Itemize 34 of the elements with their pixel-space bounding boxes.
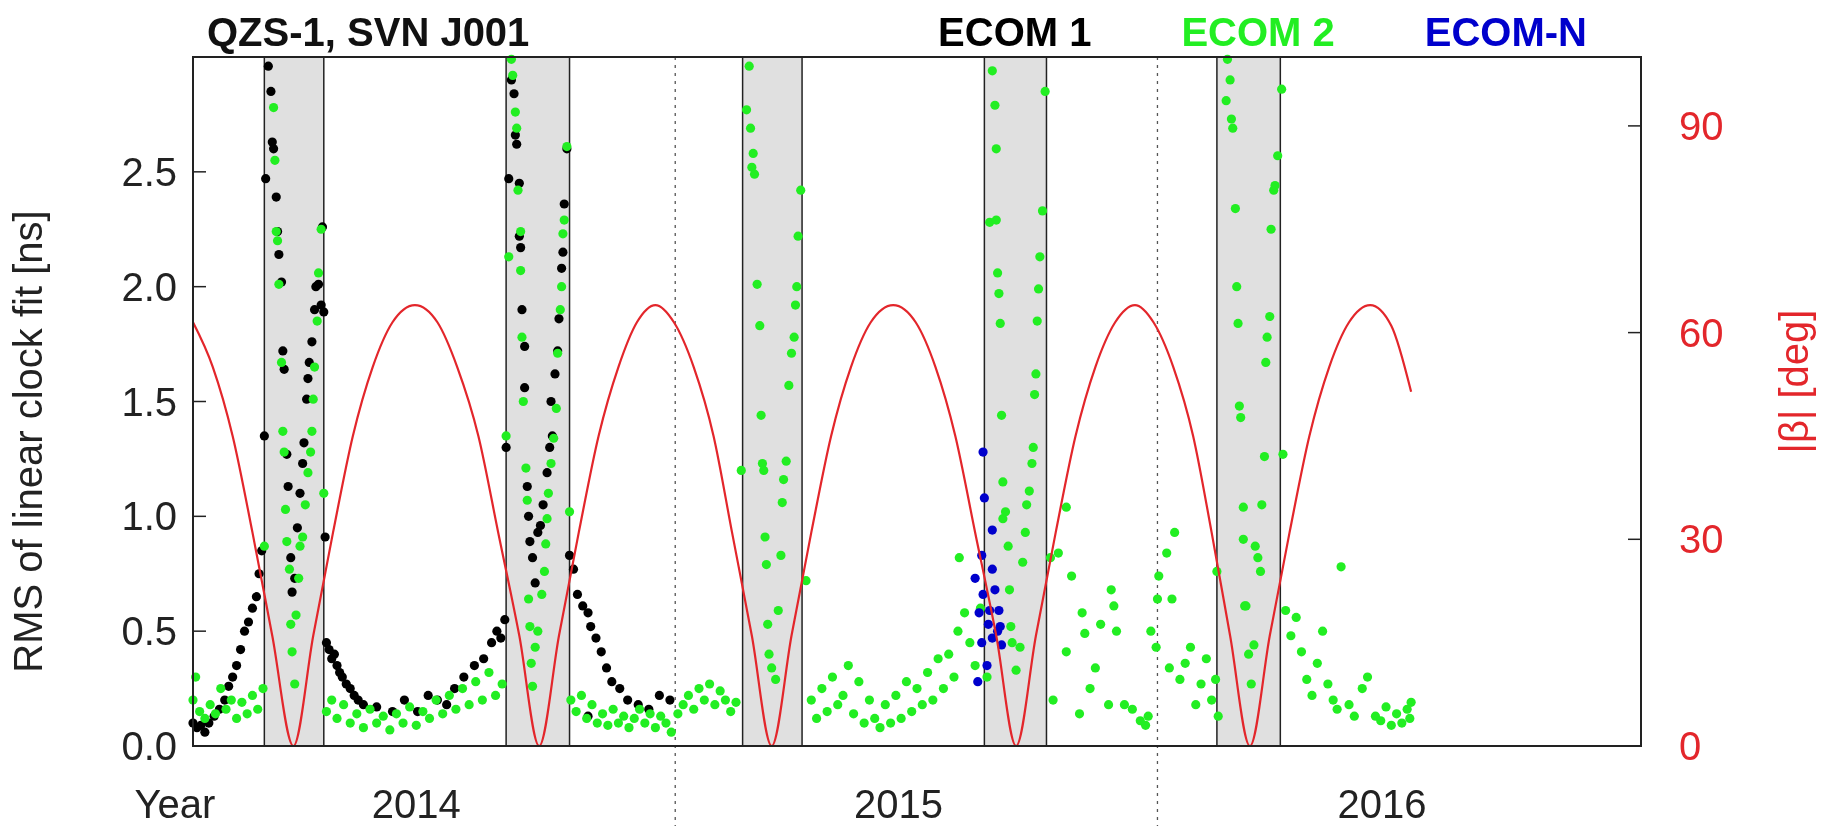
point <box>982 661 992 671</box>
y2-tick-label: 60 <box>1679 310 1724 355</box>
x-tick-label: 2016 <box>1337 782 1427 826</box>
y2-tick-label: 30 <box>1679 517 1724 562</box>
point <box>974 608 984 618</box>
point <box>978 447 988 457</box>
point <box>977 638 987 648</box>
y-tick-label: 0.0 <box>121 724 177 768</box>
y-tick-label: 2.0 <box>121 264 177 309</box>
line-series <box>191 303 1413 748</box>
y2-tick-label: 0 <box>1679 724 1702 768</box>
y2-axis-title: |β| [deg] <box>1772 309 1816 454</box>
x-tick-label: 2014 <box>371 782 461 826</box>
point <box>973 677 983 687</box>
point <box>983 619 993 629</box>
y2-tick-label: 90 <box>1679 103 1724 148</box>
y-tick-label: 1.0 <box>121 494 177 539</box>
text: ECOM-N <box>1424 10 1587 54</box>
x-tick-label: 2015 <box>854 782 943 826</box>
point <box>979 493 989 503</box>
y-tick-label: 0.5 <box>121 609 177 654</box>
point <box>990 585 1000 595</box>
x-axis-title: Year <box>134 782 216 826</box>
y-axis-title: RMS of linear clock fit [ns] <box>6 210 50 673</box>
point <box>978 589 988 600</box>
y-tick-label: 2.5 <box>121 149 177 194</box>
text: ECOM 1 <box>938 10 1092 54</box>
point <box>987 525 997 535</box>
point <box>987 564 997 574</box>
series-label: ECOM 2 <box>1181 10 1335 54</box>
point <box>970 573 980 583</box>
chart-title: QZS-1, SVN J001 <box>207 10 530 54</box>
point <box>994 605 1004 616</box>
y-tick-label: 1.5 <box>121 379 177 424</box>
